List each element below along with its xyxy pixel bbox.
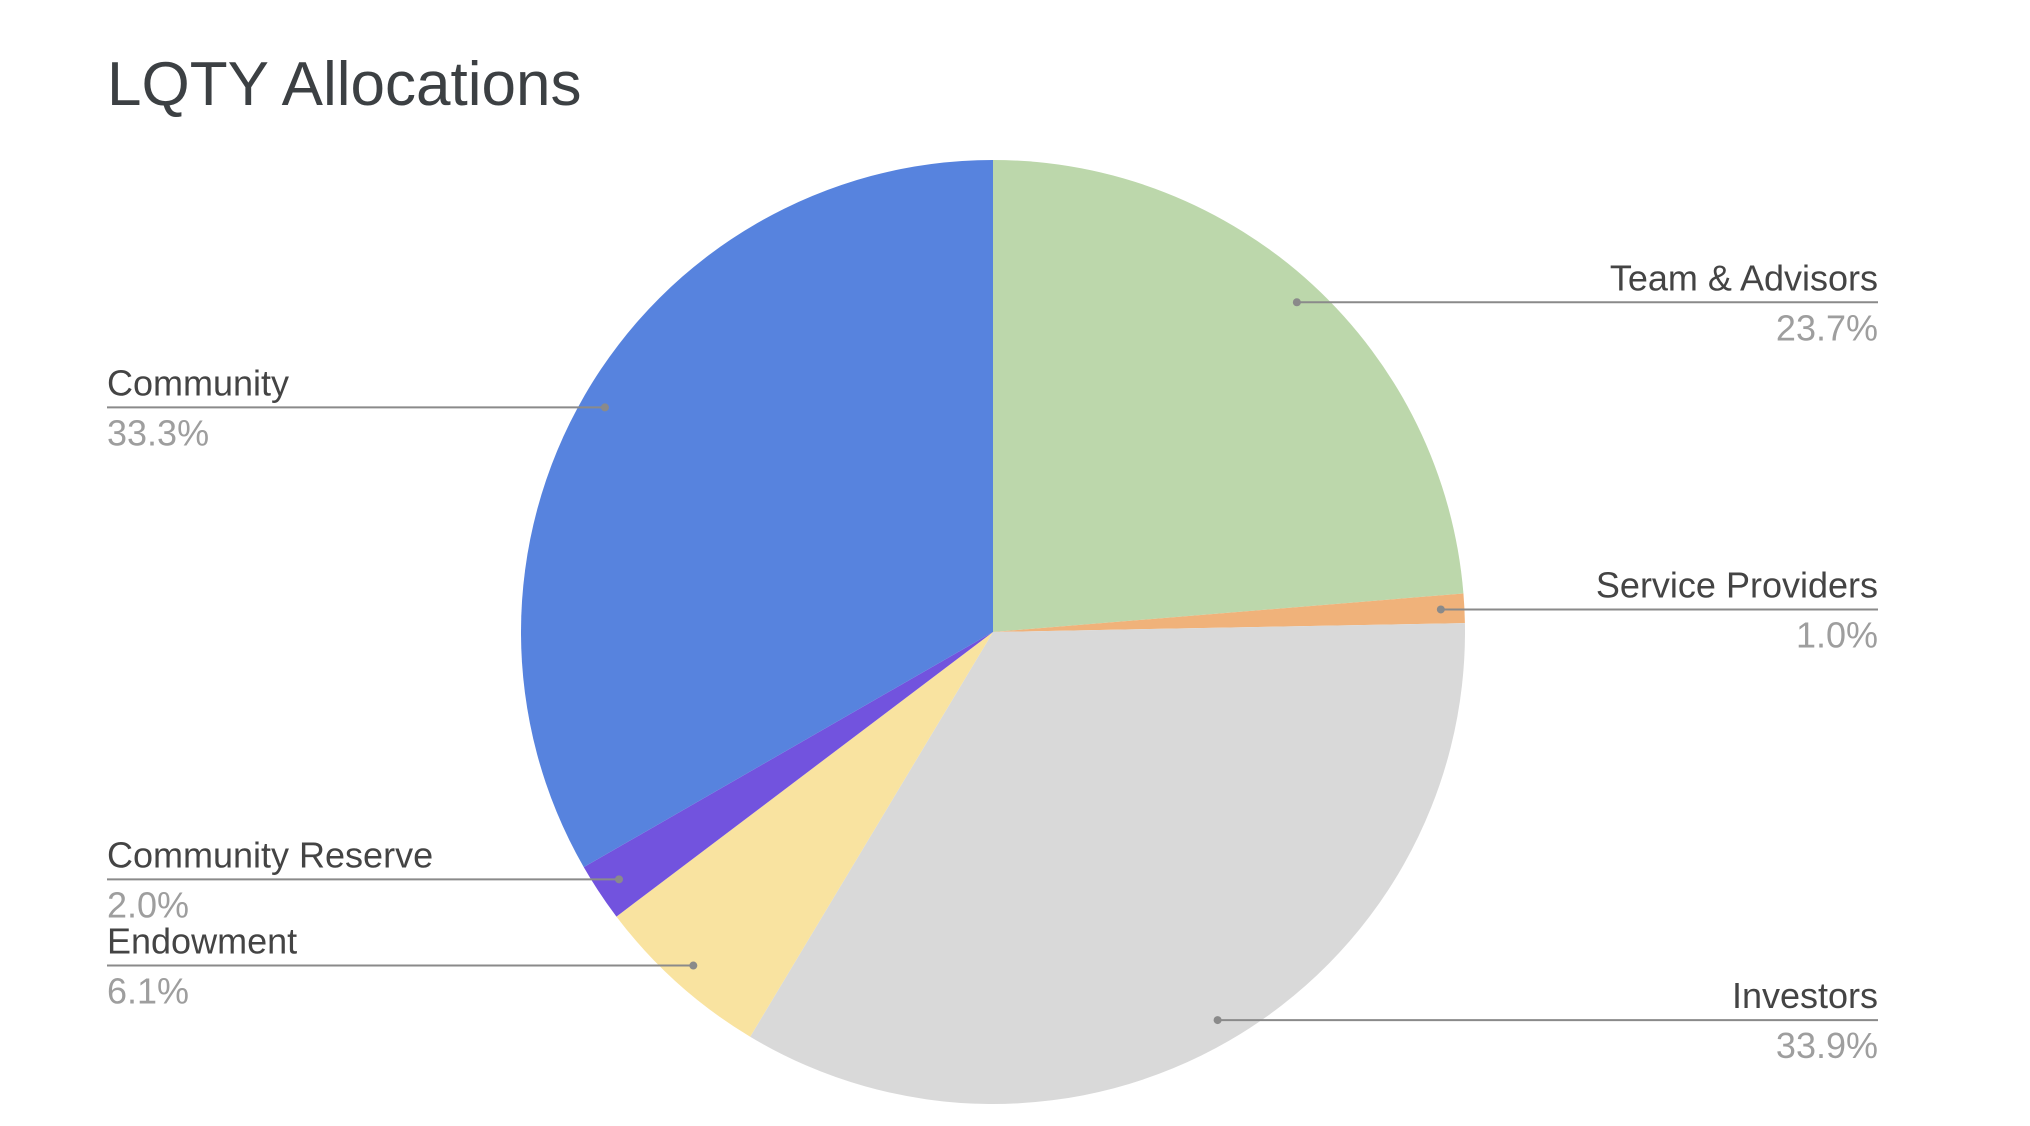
slice-label: Service Providers	[1596, 564, 1878, 605]
slice-label: Community	[107, 362, 289, 403]
pie-slice	[520, 160, 993, 868]
slice-label: Team & Advisors	[1610, 257, 1878, 298]
pie-slice	[750, 623, 1465, 1104]
pie-slice	[993, 160, 1464, 632]
slice-value: 33.9%	[1776, 1025, 1878, 1066]
leader-dot	[689, 961, 698, 970]
slice-label: Community Reserve	[107, 834, 433, 875]
slice-value: 2.0%	[107, 884, 189, 925]
slice-value: 33.3%	[107, 412, 209, 453]
pie-slice	[583, 632, 993, 917]
leader-dot	[600, 403, 609, 412]
slice-value: 6.1%	[107, 971, 189, 1012]
leader-dot	[614, 875, 623, 884]
leader-dot	[1213, 1016, 1222, 1025]
leader-dot	[1292, 298, 1301, 307]
pie-slice	[993, 593, 1465, 632]
slice-value: 1.0%	[1796, 614, 1878, 655]
pie-slice	[616, 632, 993, 1037]
slice-label: Endowment	[107, 921, 297, 962]
leader-dot	[1436, 605, 1445, 614]
slice-value: 23.7%	[1776, 307, 1878, 348]
chart-title: LQTY Allocations	[107, 50, 581, 119]
slice-label: Investors	[1732, 975, 1878, 1016]
